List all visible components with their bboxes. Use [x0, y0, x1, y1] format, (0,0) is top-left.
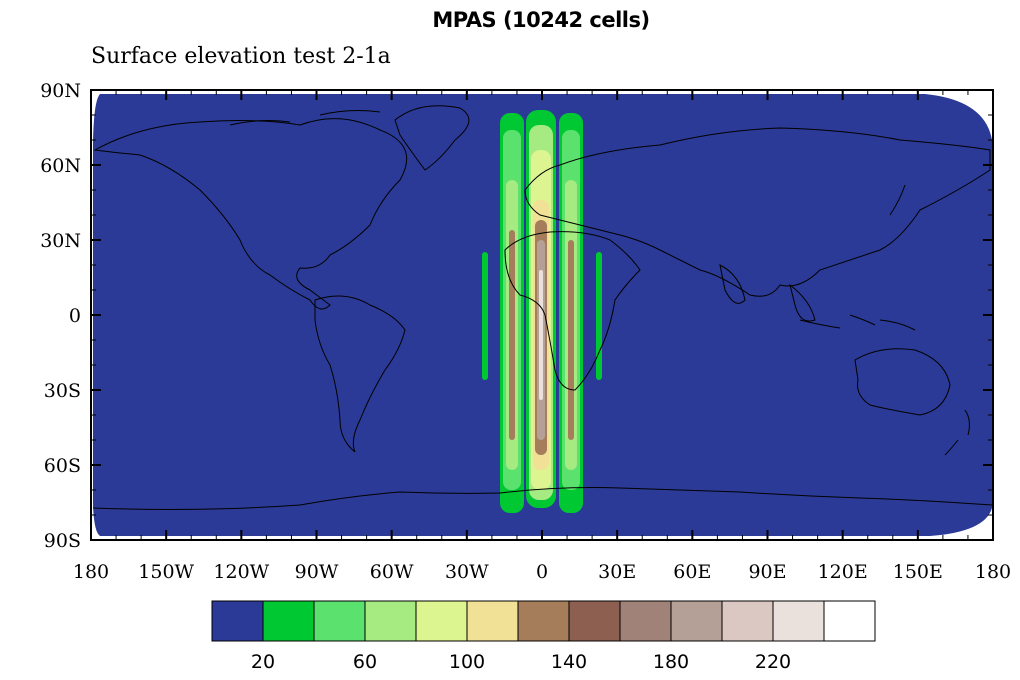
y-tick-label: 90S — [44, 530, 81, 552]
x-tick-label: 0 — [536, 561, 548, 583]
colorbar-label: 140 — [551, 651, 587, 673]
colorbar-swatch — [466, 600, 519, 642]
x-tick-label: 90E — [748, 561, 786, 583]
y-tick-label: 0 — [69, 305, 81, 327]
coastlines — [92, 105, 993, 510]
x-tick-label: 150W — [138, 561, 194, 583]
y-tick-label: 60N — [40, 155, 81, 177]
y-tick-label: 30N — [40, 230, 81, 252]
x-tick-label: 120W — [213, 561, 269, 583]
colorbar-swatch — [313, 600, 366, 642]
y-tick-label: 90N — [40, 80, 81, 102]
colorbar-label: 180 — [653, 651, 689, 673]
y-axis: 90N 60N 30N 0 30S 60S 90S — [40, 80, 993, 552]
x-tick-label: 60E — [673, 561, 711, 583]
x-tick-label: 30W — [445, 561, 489, 583]
x-tick-label: 150E — [893, 561, 943, 583]
x-tick-label: 120E — [818, 561, 868, 583]
colorbar-swatch — [211, 600, 264, 642]
colorbar-label: 60 — [353, 651, 377, 673]
colorbar-swatch — [364, 600, 417, 642]
y-tick-label: 30S — [44, 380, 81, 402]
colorbar: 20 60 100 140 180 220 — [211, 600, 876, 673]
plot-title: MPAS (10242 cells) — [432, 8, 650, 32]
colorbar-swatch — [721, 600, 774, 642]
colorbar-swatch — [823, 600, 876, 642]
plot-subtitle: Surface elevation test 2-1a — [91, 44, 391, 69]
colorbar-label: 100 — [449, 651, 485, 673]
y-tick-label: 60S — [44, 455, 81, 477]
colorbar-swatch — [619, 600, 672, 642]
x-tick-label: 60W — [370, 561, 414, 583]
colorbar-label: 20 — [251, 651, 275, 673]
colorbar-swatch — [415, 600, 468, 642]
colorbar-swatch — [670, 600, 723, 642]
x-tick-label: 180 — [73, 561, 109, 583]
x-tick-label: 180 — [975, 561, 1011, 583]
x-axis: 180 150W 120W 90W 60W 30W 0 30E 60E 90E 120E 150E 18… — [73, 90, 1011, 583]
map-content — [92, 94, 993, 536]
colorbar-swatch — [262, 600, 315, 642]
colorbar-swatch — [772, 600, 825, 642]
x-tick-label: 90W — [295, 561, 339, 583]
colorbar-label: 220 — [755, 651, 791, 673]
x-tick-label: 30E — [598, 561, 636, 583]
colorbar-swatch — [517, 600, 570, 642]
colorbar-swatch — [568, 600, 621, 642]
